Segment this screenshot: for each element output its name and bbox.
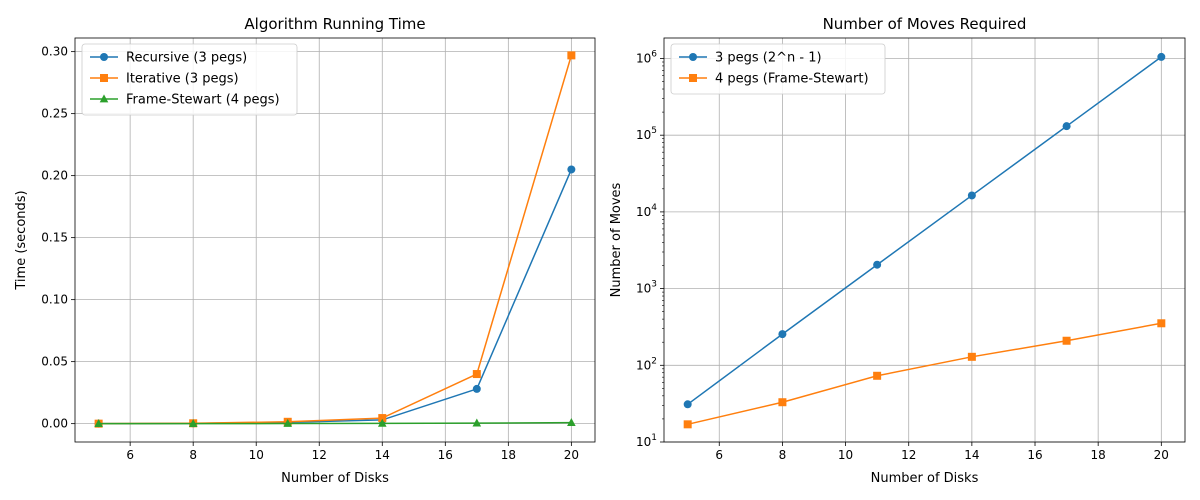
chart-title: Number of Moves Required xyxy=(823,15,1027,33)
x-tick-label: 18 xyxy=(501,448,516,462)
y-tick-label: 0.00 xyxy=(41,417,68,431)
data-point xyxy=(778,330,787,339)
legend-marker xyxy=(689,74,697,82)
y-tick-label: 101 xyxy=(636,433,657,449)
series-line-3 xyxy=(98,421,572,425)
chart-title: Algorithm Running Time xyxy=(244,15,425,33)
legend-label: Iterative (3 pegs) xyxy=(126,72,239,87)
x-tick-label: 16 xyxy=(1027,448,1042,462)
data-point xyxy=(873,260,882,269)
y-tick-exponent: 2 xyxy=(651,356,657,366)
data-point xyxy=(94,419,103,428)
y-tick-exponent: 3 xyxy=(651,280,657,290)
legend: Recursive (3 pegs) Iterative (3 pegs) Fram… xyxy=(81,43,298,116)
data-point xyxy=(967,352,976,361)
x-tick-label: 8 xyxy=(779,448,787,462)
chart-panel-1: 6 8 10 12 14 16 18 20 0.00 0.05 0.10 0.15 0.20 0.25 0.… xyxy=(14,15,596,486)
y-axis-label: Time (seconds) xyxy=(14,190,29,290)
y-tick-label: 103 xyxy=(636,280,657,296)
x-tick-label: 10 xyxy=(838,448,853,462)
data-point xyxy=(567,165,576,174)
y-tick-label: 106 xyxy=(636,49,657,65)
y-tick-label: 0.05 xyxy=(41,355,68,369)
legend-marker xyxy=(99,94,109,103)
legend-label: 3 pegs (2^n - 1) xyxy=(715,51,822,66)
x-tick-label: 10 xyxy=(249,448,264,462)
data-point xyxy=(188,419,198,428)
data-point xyxy=(1062,122,1071,131)
data-point xyxy=(683,400,692,409)
data-point xyxy=(1157,319,1166,328)
legend-label: Frame-Stewart (4 pegs) xyxy=(126,93,280,108)
y-tick-label: 102 xyxy=(636,356,657,372)
legend-marker xyxy=(689,53,697,61)
x-tick-label: 8 xyxy=(189,448,197,462)
data-point xyxy=(967,191,976,200)
x-tick-label: 12 xyxy=(312,448,327,462)
data-point xyxy=(873,371,882,380)
y-tick-label: 0.25 xyxy=(41,107,68,121)
y-tick-label: 105 xyxy=(636,126,657,142)
x-tick-label: 20 xyxy=(564,448,579,462)
x-tick-label: 20 xyxy=(1154,448,1169,462)
x-tick-label: 6 xyxy=(715,448,723,462)
legend-label: Recursive (3 pegs) xyxy=(126,51,247,66)
y-tick-exponent: 1 xyxy=(651,433,657,443)
legend-marker xyxy=(100,53,108,61)
x-axis-label: Number of Disks xyxy=(281,471,389,486)
data-point xyxy=(778,398,787,407)
axes-frame xyxy=(74,37,596,443)
data-point xyxy=(472,370,481,379)
y-axis-label: Number of Moves xyxy=(609,182,624,297)
legend-marker xyxy=(100,74,108,82)
x-tick-label: 14 xyxy=(964,448,979,462)
x-tick-label: 14 xyxy=(375,448,390,462)
data-point xyxy=(567,418,576,427)
legend: 3 pegs (2^n - 1) 4 pegs (Frame-Stewart) xyxy=(670,43,886,95)
x-tick-label: 18 xyxy=(1091,448,1106,462)
series-line-1 xyxy=(687,56,1162,405)
data-point xyxy=(283,418,293,427)
y-tick-label: 0.30 xyxy=(41,45,68,59)
y-tick-label: 0.10 xyxy=(41,293,68,307)
data-point xyxy=(472,418,482,427)
data-point xyxy=(378,414,387,423)
y-tick-exponent: 5 xyxy=(651,126,657,136)
series-line-2 xyxy=(687,322,1162,426)
data-point xyxy=(567,51,576,60)
x-axis-label: Number of Disks xyxy=(871,471,979,486)
x-tick-label: 6 xyxy=(126,448,134,462)
axes-frame xyxy=(663,37,1186,443)
y-tick-label: 0.15 xyxy=(41,231,68,245)
y-tick-label: 0.20 xyxy=(41,169,68,183)
x-tick-label: 16 xyxy=(438,448,453,462)
data-point xyxy=(377,418,387,427)
y-tick-exponent: 4 xyxy=(651,203,657,213)
y-tick-label: 104 xyxy=(636,203,657,219)
x-tick-label: 12 xyxy=(901,448,916,462)
data-point xyxy=(1157,52,1166,61)
legend-label: 4 pegs (Frame-Stewart) xyxy=(715,72,869,87)
data-point xyxy=(472,384,481,393)
data-point xyxy=(683,420,692,429)
legend-box xyxy=(670,43,886,95)
data-point xyxy=(1062,336,1071,345)
legend-box xyxy=(81,43,298,116)
y-tick-exponent: 6 xyxy=(651,49,657,59)
